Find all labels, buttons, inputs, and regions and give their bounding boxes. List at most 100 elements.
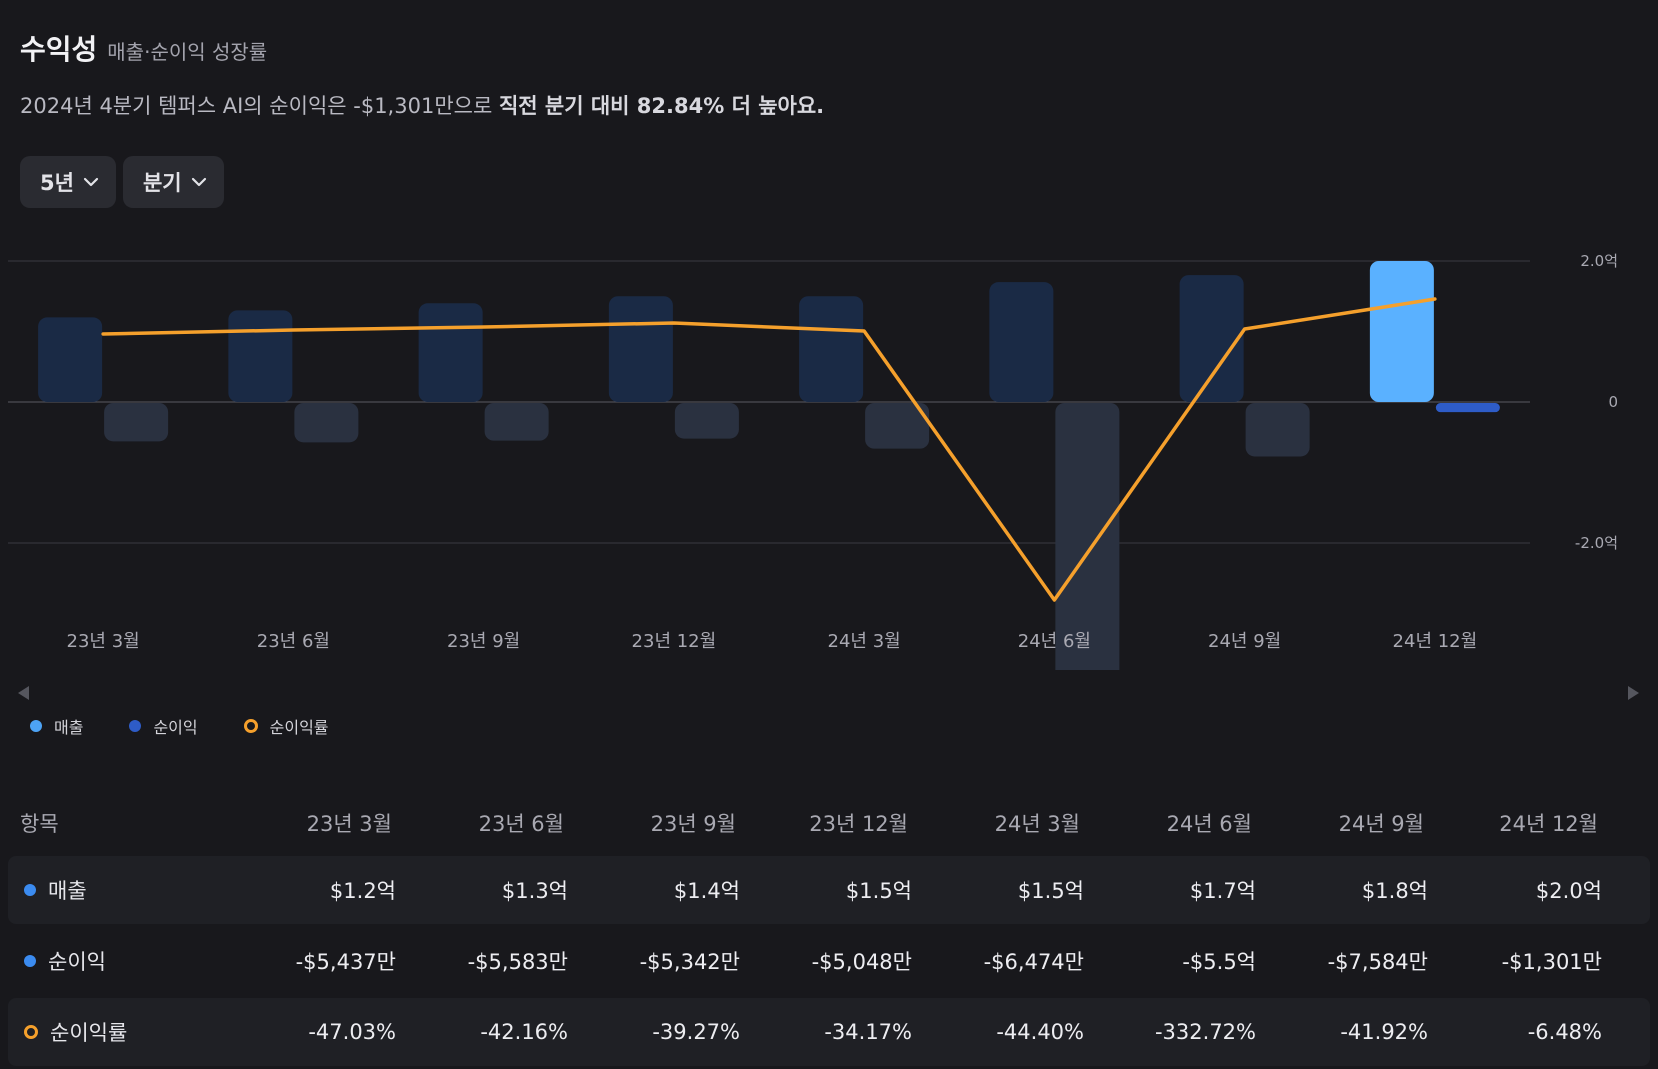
- table-cell: -$1,301만: [1438, 946, 1612, 976]
- table-cell: $1.2억: [234, 875, 406, 905]
- table-cell: $1.3억: [406, 875, 578, 905]
- net-income-bar: [485, 403, 549, 441]
- legend-label-revenue: 매출: [54, 714, 83, 738]
- revenue-bar: [228, 310, 292, 402]
- x-tick-label: 24년 9월: [1208, 631, 1281, 652]
- table-col-header: 24년 3월: [918, 808, 1090, 838]
- revenue-bar: [38, 317, 102, 402]
- revenue-bar: [419, 303, 483, 402]
- section-title: 수익성: [20, 28, 97, 68]
- range-dropdown[interactable]: 5년: [20, 156, 116, 208]
- x-tick-label: 24년 12월: [1393, 631, 1478, 652]
- y-tick-label: 2.0억: [1580, 252, 1618, 270]
- legend-item-margin: 순이익률: [244, 714, 329, 738]
- table-cell: -$5,583만: [406, 946, 578, 976]
- legend-item-net-income: 순이익: [129, 714, 197, 738]
- row-label: 매출: [8, 875, 234, 905]
- row-label: 순이익: [8, 946, 234, 976]
- table-cell: $1.5억: [750, 875, 922, 905]
- table-cell: -42.16%: [406, 1020, 578, 1044]
- period-dropdown-label: 분기: [143, 167, 182, 197]
- table-col-header: 23년 9월: [574, 808, 746, 838]
- margin-ring-icon: [24, 1025, 38, 1039]
- table-header-label: 항목: [8, 808, 230, 838]
- table-row-revenue: 매출 $1.2억 $1.3억 $1.4억 $1.5억 $1.5억 $1.7억 $…: [8, 856, 1650, 924]
- chart-x-axis: 23년 3월 23년 6월 23년 9월 23년 12월 24년 3월 24년 6월 24년…: [67, 631, 1478, 652]
- chevron-down-icon: [82, 173, 100, 191]
- revenue-bar: [989, 282, 1053, 402]
- chevron-down-icon: [190, 173, 208, 191]
- table-cell: -44.40%: [922, 1020, 1094, 1044]
- legend-item-revenue: 매출: [30, 714, 83, 738]
- x-tick-label: 24년 3월: [828, 631, 901, 652]
- table-cell: -41.92%: [1266, 1020, 1438, 1044]
- table-cell: -34.17%: [750, 1020, 922, 1044]
- x-tick-label: 23년 12월: [632, 631, 717, 652]
- table-cell: -6.48%: [1438, 1020, 1612, 1044]
- chart-controls: 5년 분기: [20, 156, 224, 208]
- revenue-bar: [1180, 275, 1244, 402]
- revenue-bar: [609, 296, 673, 402]
- revenue-bar: [1370, 261, 1434, 402]
- row-label: 순이익률: [8, 1017, 234, 1047]
- summary-plain: 2024년 4분기 템퍼스 AI의 순이익은 -$1,301만으로: [20, 94, 499, 118]
- section-subtitle: 매출·순이익 성장률: [107, 36, 267, 65]
- row-label-text: 매출: [48, 875, 87, 905]
- chart-legend: 매출 순이익 순이익률: [30, 714, 329, 738]
- table-header-row: 항목 23년 3월 23년 6월 23년 9월 23년 12월 24년 3월 2…: [8, 800, 1650, 846]
- table-cell: -$6,474만: [922, 946, 1094, 976]
- chart-scroll-right-icon[interactable]: [1628, 686, 1639, 700]
- table-cell: -$5,437만: [234, 946, 406, 976]
- table-cell: -$5.5억: [1094, 946, 1266, 976]
- period-dropdown[interactable]: 분기: [123, 156, 224, 208]
- table-cell: -$7,584만: [1266, 946, 1438, 976]
- table-cell: $1.7억: [1094, 875, 1266, 905]
- x-tick-label: 23년 6월: [257, 631, 330, 652]
- table-cell: $2.0억: [1438, 875, 1612, 905]
- legend-label-margin: 순이익률: [270, 714, 329, 738]
- x-tick-label: 23년 9월: [447, 631, 520, 652]
- net-income-bar: [1436, 403, 1500, 412]
- chart-scroll-left-icon[interactable]: [18, 686, 29, 700]
- table-row-margin: 순이익률 -47.03% -42.16% -39.27% -34.17% -44…: [8, 998, 1650, 1066]
- summary-text: 2024년 4분기 템퍼스 AI의 순이익은 -$1,301만으로 직전 분기 …: [20, 90, 1620, 120]
- revenue-bar: [799, 296, 863, 402]
- net-income-dot-icon: [129, 720, 141, 732]
- table-row-net-income: 순이익 -$5,437만 -$5,583만 -$5,342만 -$5,048만 …: [8, 927, 1650, 995]
- table-col-header: 24년 6월: [1090, 808, 1262, 838]
- y-tick-label: -2.0억: [1575, 534, 1618, 552]
- table-col-header: 23년 6월: [402, 808, 574, 838]
- net-income-dot-icon: [24, 955, 36, 967]
- table-cell: -39.27%: [578, 1020, 750, 1044]
- table-col-header: 24년 12월: [1434, 808, 1608, 838]
- margin-line: [103, 299, 1435, 600]
- legend-label-net-income: 순이익: [153, 714, 197, 738]
- table-col-header: 24년 9월: [1262, 808, 1434, 838]
- table-col-header: 23년 12월: [746, 808, 918, 838]
- data-table: 항목 23년 3월 23년 6월 23년 9월 23년 12월 24년 3월 2…: [8, 800, 1650, 1069]
- revenue-dot-icon: [24, 884, 36, 896]
- table-cell: -332.72%: [1094, 1020, 1266, 1044]
- y-tick-label: 0: [1608, 393, 1618, 411]
- table-cell: -47.03%: [234, 1020, 406, 1044]
- table-cell: $1.4억: [578, 875, 750, 905]
- row-label-text: 순이익률: [50, 1017, 127, 1047]
- net-income-bar: [104, 403, 168, 441]
- margin-ring-icon: [244, 719, 258, 733]
- net-income-bar: [1246, 403, 1310, 456]
- x-tick-label: 24년 6월: [1018, 631, 1091, 652]
- x-tick-label: 23년 3월: [67, 631, 140, 652]
- table-cell: -$5,048만: [750, 946, 922, 976]
- summary-highlight: 직전 분기 대비 82.84% 더 높아요.: [499, 94, 824, 118]
- section-header: 수익성 매출·순이익 성장률 2024년 4분기 템퍼스 AI의 순이익은 -$…: [20, 28, 1620, 120]
- revenue-dot-icon: [30, 720, 42, 732]
- table-cell: -$5,342만: [578, 946, 750, 976]
- range-dropdown-label: 5년: [40, 167, 74, 197]
- chart-y-axis: 2.0억0-2.0억-4.0억-6.0억: [1575, 252, 1618, 670]
- net-income-bar: [294, 403, 358, 442]
- table-cell: $1.8억: [1266, 875, 1438, 905]
- row-label-text: 순이익: [48, 946, 106, 976]
- table-col-header: 23년 3월: [230, 808, 402, 838]
- net-income-bar: [1055, 403, 1119, 670]
